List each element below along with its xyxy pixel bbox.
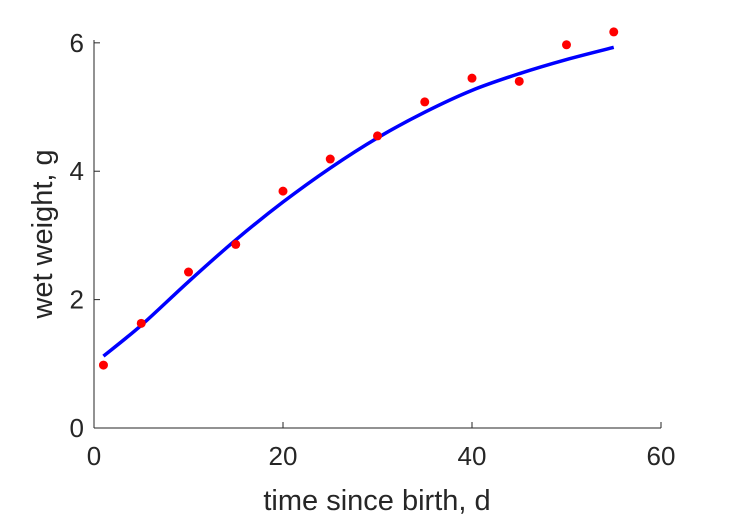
data-point	[467, 73, 477, 83]
y-tick-label: 6	[70, 28, 84, 58]
data-point	[373, 131, 382, 141]
data-point	[98, 360, 108, 370]
x-tick-label: 40	[458, 441, 487, 471]
data-point	[325, 154, 335, 164]
axes	[93, 40, 661, 429]
x-axis-label: time since birth, d	[263, 485, 490, 517]
x-tick-label: 0	[87, 441, 101, 471]
y-tick-label: 4	[70, 156, 84, 186]
data-point	[420, 97, 430, 107]
data-point	[609, 27, 619, 37]
data-point	[184, 267, 193, 277]
data-points-group	[98, 27, 619, 370]
ticks: 0 20 40 60 0 2 4 6	[70, 28, 676, 471]
x-tick-label: 20	[269, 441, 298, 471]
data-point	[231, 239, 241, 249]
y-tick-label: 2	[70, 285, 84, 315]
fit-curve-group	[102, 45, 615, 358]
data-point	[278, 186, 288, 196]
data-point	[136, 318, 146, 328]
x-tick-label: 60	[647, 441, 676, 471]
fit-line	[102, 45, 615, 358]
y-tick-label: 0	[70, 413, 84, 443]
data-point	[562, 40, 571, 50]
data-point	[514, 76, 524, 86]
y-axis-label: wet weight, g	[27, 149, 59, 319]
